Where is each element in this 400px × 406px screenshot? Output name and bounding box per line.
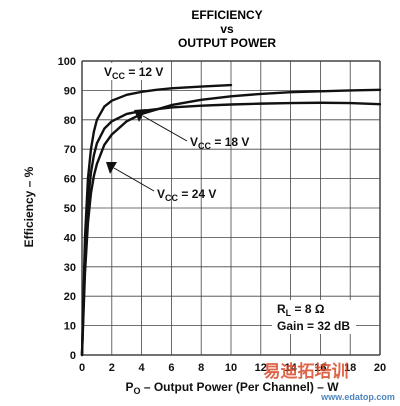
chart-title-line-2: vs xyxy=(220,22,234,36)
y-tick-label: 50 xyxy=(64,203,76,215)
x-tick-label: 2 xyxy=(109,362,115,374)
x-tick-label: 4 xyxy=(139,362,146,374)
y-tick-labels: 0 10 20 30 40 50 60 70 80 90 100 xyxy=(58,56,76,362)
vcc-18-label: VCC = 18 V xyxy=(190,135,249,151)
vcc12-label-bg xyxy=(101,63,171,80)
y-axis-label: Efficiency – % xyxy=(22,166,36,247)
x-tick-labels: 0 2 4 6 8 10 12 14 16 18 20 xyxy=(79,362,386,374)
y-tick-label: 30 xyxy=(64,262,76,274)
series-line-3 xyxy=(80,88,382,357)
x-tick-label: 16 xyxy=(314,362,326,374)
y-tick-label: 0 xyxy=(70,350,76,362)
watermark-text: 易迪拓培训 xyxy=(264,361,349,381)
x-tick-label: 10 xyxy=(225,362,237,374)
vcc-18-leader-line xyxy=(142,115,188,142)
watermark-url: www.edatop.com xyxy=(320,392,395,402)
chart-grid xyxy=(81,60,381,356)
vcc-24-label: VCC = 24 V xyxy=(157,187,216,203)
y-tick-label: 80 xyxy=(64,115,76,127)
gain-label: Gain = 32 dB xyxy=(277,319,350,333)
y-tick-label: 70 xyxy=(64,144,76,156)
x-tick-label: 18 xyxy=(344,362,356,374)
x-tick-label: 14 xyxy=(284,362,297,374)
y-tick-label: 40 xyxy=(64,232,76,244)
x-tick-label: 6 xyxy=(168,362,174,374)
series-line-1 xyxy=(80,83,233,357)
vcc-18-arrowhead xyxy=(134,109,146,122)
x-tick-label: 0 xyxy=(79,362,85,374)
gain-label-bg xyxy=(272,300,356,334)
vcc-12-label: VCC = 12 V xyxy=(104,65,163,81)
series-line-2 xyxy=(80,101,382,357)
y-tick-label: 10 xyxy=(64,321,76,333)
y-tick-label: 20 xyxy=(64,291,76,303)
y-tick-label: 90 xyxy=(64,85,76,97)
rl-label: RL = 8 Ω xyxy=(277,302,325,318)
vcc-24-leader-line xyxy=(113,167,155,192)
y-tick-label: 60 xyxy=(64,174,76,186)
y-tick-label: 100 xyxy=(58,56,76,68)
x-tick-label: 20 xyxy=(374,362,386,374)
chart-title-line-1: EFFICIENCY xyxy=(191,8,262,22)
series-layer xyxy=(80,83,382,357)
x-axis-label: PO – Output Power (Per Channel) – W xyxy=(125,380,339,396)
x-tick-label: 12 xyxy=(255,362,267,374)
vcc-24-arrowhead xyxy=(106,162,117,174)
chart-title-line-3: OUTPUT POWER xyxy=(178,36,276,50)
x-tick-label: 8 xyxy=(198,362,204,374)
